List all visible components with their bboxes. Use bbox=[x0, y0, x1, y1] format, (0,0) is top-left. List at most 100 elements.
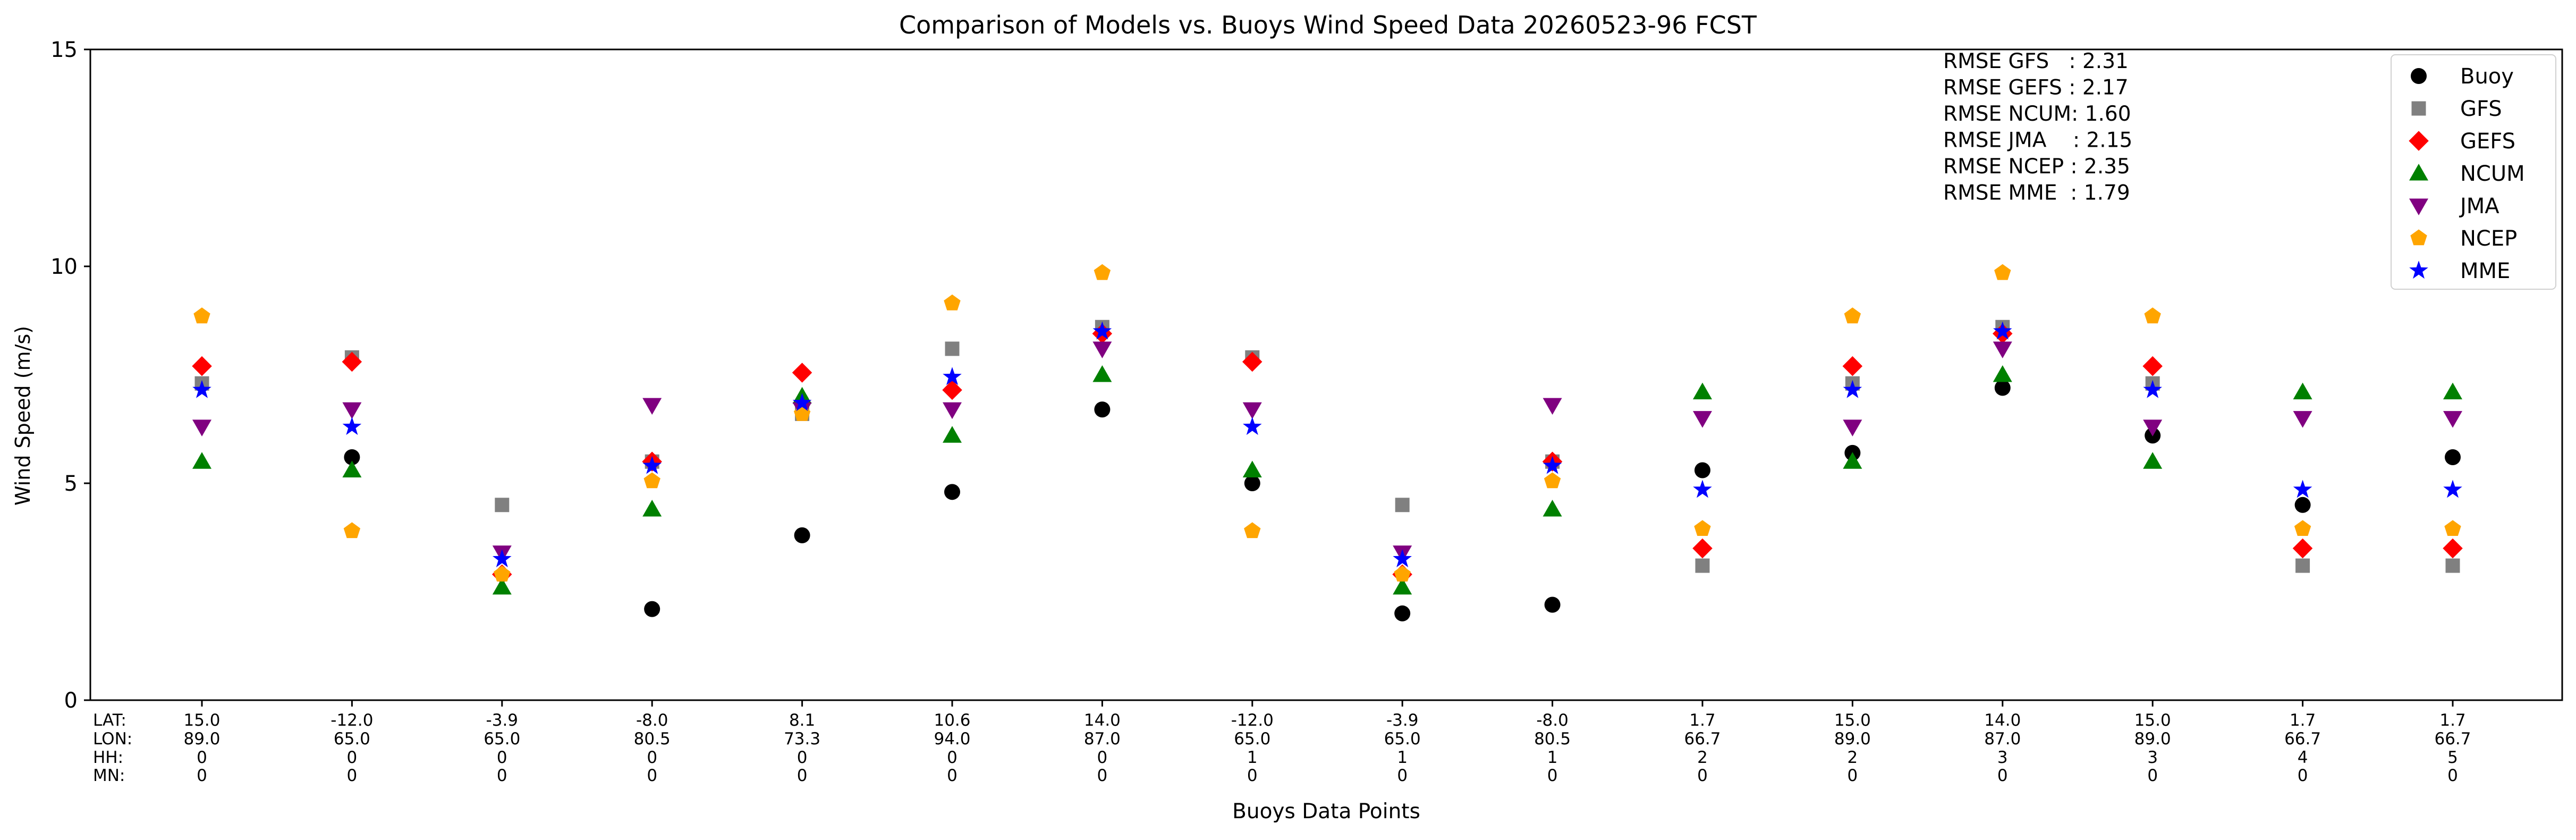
x-tick-label: 15.0 bbox=[183, 711, 220, 730]
data-point bbox=[495, 498, 510, 513]
legend-marker bbox=[2409, 131, 2429, 151]
data-point bbox=[1242, 402, 1262, 419]
data-point bbox=[193, 307, 210, 324]
x-tick-label: -12.0 bbox=[331, 711, 373, 730]
legend-marker bbox=[2410, 229, 2427, 246]
data-point bbox=[1393, 549, 1412, 567]
legend-box bbox=[2391, 54, 2556, 290]
data-point bbox=[943, 426, 962, 443]
data-point bbox=[644, 601, 660, 617]
x-tick-label: 0 bbox=[647, 748, 657, 767]
x-tick-label: 3 bbox=[2147, 748, 2158, 767]
x-tick-label: 80.5 bbox=[1534, 729, 1571, 749]
x-tick-label: 0 bbox=[2298, 766, 2308, 785]
data-point bbox=[2445, 558, 2460, 573]
x-tick-label: 0 bbox=[197, 748, 207, 767]
x-tick-label: 0 bbox=[1247, 766, 1258, 785]
data-point bbox=[1092, 341, 1112, 358]
x-axis-label: Buoys Data Points bbox=[1232, 800, 1420, 824]
legend-marker bbox=[2411, 68, 2427, 84]
plot-frame bbox=[89, 48, 2563, 701]
data-point bbox=[1693, 480, 1712, 498]
x-tick-label: 66.7 bbox=[2284, 729, 2321, 749]
legend-label: JMA bbox=[2459, 194, 2499, 219]
x-tick-label: 0 bbox=[497, 748, 507, 767]
data-point bbox=[1844, 307, 1861, 324]
data-point bbox=[1695, 558, 1710, 573]
data-point bbox=[1242, 460, 1262, 477]
data-point bbox=[2144, 307, 2161, 324]
x-tick-label: 89.0 bbox=[183, 729, 220, 749]
x-tick-label: 0 bbox=[1848, 766, 1858, 785]
data-point bbox=[2443, 538, 2463, 559]
x-tick-label: 0 bbox=[1997, 766, 2008, 785]
x-tick-label: 1 bbox=[1247, 748, 1258, 767]
data-point bbox=[192, 452, 211, 469]
rmse-line: RMSE NCEP : 2.35 bbox=[1943, 155, 2130, 179]
data-point bbox=[944, 484, 960, 500]
legend-label: NCUM bbox=[2460, 162, 2525, 186]
x-tick-label: 1.7 bbox=[2290, 711, 2316, 730]
data-point bbox=[1843, 419, 1862, 436]
x-tick-label: 0 bbox=[1697, 766, 1708, 785]
x-tick-label: 87.0 bbox=[1984, 729, 2021, 749]
x-tick-label: -8.0 bbox=[1536, 711, 1569, 730]
data-point bbox=[794, 527, 810, 543]
legend-marker bbox=[2409, 164, 2428, 181]
x-tick-label: 89.0 bbox=[2134, 729, 2171, 749]
data-point bbox=[2292, 538, 2313, 559]
data-point bbox=[643, 472, 660, 489]
data-point bbox=[943, 402, 962, 419]
x-tick-label: 65.0 bbox=[1384, 729, 1421, 749]
x-tick-label: 10.6 bbox=[934, 711, 970, 730]
data-point bbox=[2143, 452, 2163, 469]
legend-label: MME bbox=[2460, 259, 2510, 283]
x-row-label: HH: bbox=[93, 748, 123, 767]
legend-marker bbox=[2409, 261, 2428, 279]
series-buoy bbox=[344, 380, 2461, 621]
data-point bbox=[1094, 264, 1111, 280]
data-point bbox=[1394, 605, 1411, 621]
data-point bbox=[642, 500, 662, 517]
x-tick-label: 65.0 bbox=[1234, 729, 1270, 749]
rmse-line: RMSE NCUM: 1.60 bbox=[1943, 102, 2131, 126]
x-tick-label: 80.5 bbox=[634, 729, 671, 749]
series-gfs bbox=[194, 320, 2460, 573]
data-point bbox=[1543, 456, 1562, 474]
data-point bbox=[2142, 356, 2163, 376]
x-row-label: LAT: bbox=[93, 711, 126, 730]
data-point bbox=[1994, 264, 2011, 280]
series-gefs bbox=[192, 323, 2463, 585]
x-tick-label: 73.3 bbox=[784, 729, 820, 749]
legend-label: GFS bbox=[2460, 97, 2502, 121]
data-point bbox=[192, 380, 211, 398]
data-point bbox=[1544, 472, 1561, 489]
x-tick-label: 1.7 bbox=[2439, 711, 2465, 730]
x-tick-label: 0 bbox=[1547, 766, 1558, 785]
data-point bbox=[1393, 577, 1412, 595]
data-point bbox=[1543, 500, 1562, 517]
data-point bbox=[493, 549, 512, 567]
data-point bbox=[1094, 401, 1111, 418]
data-point bbox=[1394, 565, 1411, 582]
legend-marker bbox=[2411, 101, 2426, 116]
x-tick-label: 0 bbox=[797, 766, 808, 785]
x-tick-label: 2 bbox=[1848, 748, 1858, 767]
data-point bbox=[1843, 452, 1862, 469]
x-tick-label: 0 bbox=[347, 766, 358, 785]
data-point bbox=[1395, 498, 1410, 513]
data-point bbox=[1993, 341, 2012, 358]
x-tick-label: 3 bbox=[1997, 748, 2008, 767]
data-point bbox=[344, 449, 360, 466]
x-tick-label: 0 bbox=[1097, 748, 1108, 767]
data-point bbox=[342, 402, 362, 419]
x-tick-labels: LAT:LON:HH:MN:15.089.000-12.065.000-3.96… bbox=[93, 700, 2471, 785]
series-mme bbox=[192, 321, 2462, 567]
x-tick-label: 5 bbox=[2447, 748, 2458, 767]
data-point bbox=[2443, 382, 2462, 400]
rmse-line: RMSE MME : 1.79 bbox=[1943, 181, 2130, 205]
data-point bbox=[1993, 365, 2012, 382]
data-point bbox=[1692, 538, 1713, 559]
data-point bbox=[2443, 480, 2462, 498]
